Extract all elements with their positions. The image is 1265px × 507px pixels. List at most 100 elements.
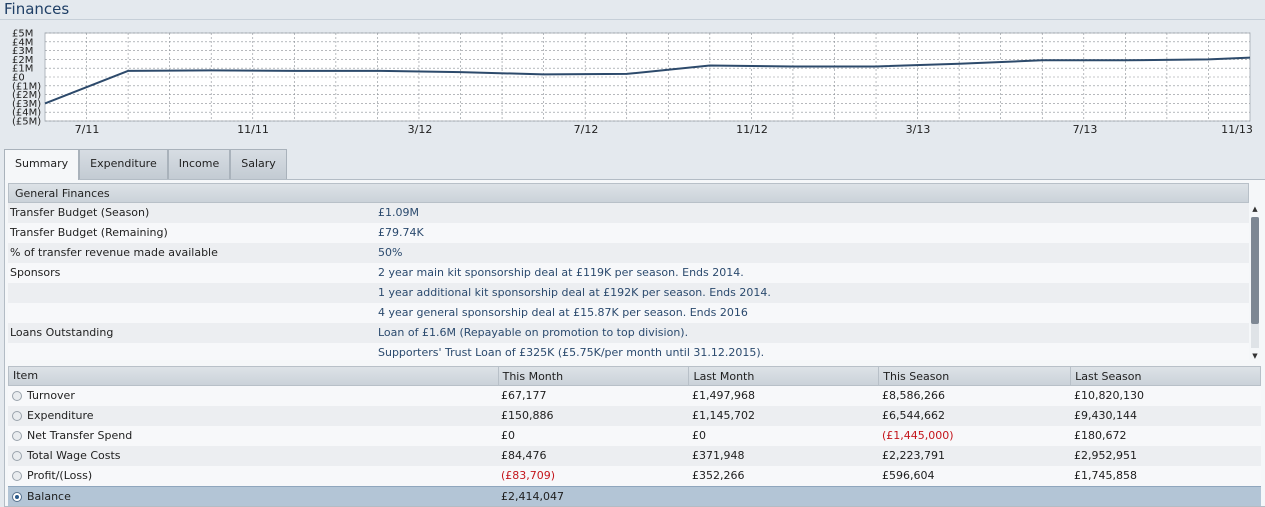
table-header: Item This Month Last Month This Season L… (8, 366, 1261, 386)
column-header-last-season[interactable]: Last Season (1070, 367, 1260, 385)
radio-icon[interactable] (12, 491, 22, 502)
y-tick-label: £3M (12, 46, 33, 57)
table-cell: £371,948 (692, 449, 745, 462)
general-finances-row: 1 year additional kit sponsorship deal a… (8, 283, 1249, 303)
item-label: Balance (27, 489, 71, 503)
table-cell-item: Net Transfer Spend (8, 426, 497, 446)
table-cell: £0 (692, 429, 706, 442)
general-finances-value: 2 year main kit sponsorship deal at £119… (378, 266, 744, 279)
x-tick-label: 11/11 (237, 123, 269, 136)
y-tick-label: £1M (12, 64, 33, 75)
table-cell-item: Turnover (8, 386, 497, 406)
general-finances-row: Sponsors 2 year main kit sponsorship deal… (8, 263, 1249, 283)
general-finances-label (8, 303, 378, 323)
table-cell: £150,886 (501, 409, 554, 422)
general-finances-value: Loan of £1.6M (Repayable on promotion to… (378, 326, 689, 339)
general-finances-section: General Finances Transfer Budget (Season… (8, 183, 1249, 360)
general-finances-label: Sponsors (10, 266, 61, 279)
table-cell: £180,672 (1074, 429, 1127, 442)
general-finances-label (8, 343, 378, 360)
general-finances-row: Transfer Budget (Season) £1.09M (8, 203, 1249, 223)
column-header-last-month[interactable]: Last Month (688, 367, 878, 385)
y-tick-label: (£2M) (12, 90, 41, 101)
table-cell: £1,497,968 (692, 389, 755, 402)
x-tick-label: 11/12 (736, 123, 768, 136)
summary-panel: General Finances Transfer Budget (Season… (4, 179, 1265, 507)
page-title: Finances (4, 0, 70, 18)
column-header-this-season[interactable]: This Season (878, 367, 1070, 385)
general-finances-value: £79.74K (378, 226, 424, 239)
general-finances-row: % of transfer revenue made available 50% (8, 243, 1249, 263)
general-finances-label (8, 283, 378, 303)
column-header-this-month[interactable]: This Month (497, 367, 689, 385)
general-finances-value: £1.09M (378, 206, 419, 219)
table-cell: (£83,709) (501, 469, 556, 482)
table-cell: £8,586,266 (882, 389, 945, 402)
x-tick-label: 3/13 (906, 123, 931, 136)
general-finances-row: Transfer Budget (Remaining) £79.74K (8, 223, 1249, 243)
table-cell: £67,177 (501, 389, 547, 402)
general-finances-heading: General Finances (8, 183, 1249, 203)
table-cell: (£1,445,000) (882, 429, 954, 442)
general-finances-value: 4 year general sponsorship deal at £15.8… (378, 306, 748, 319)
general-finances-scrollbar[interactable]: ▲ ▼ (1250, 205, 1260, 360)
finance-chart: £5M£4M£3M£2M£1M£0(£1M)(£2M)(£3M)(£4M)(£5… (12, 29, 1253, 137)
table-row[interactable]: Total Wage Costs £84,476 £371,948 £2,223,79… (8, 446, 1261, 466)
general-finances-value: 50% (378, 246, 403, 259)
x-tick-label: 7/13 (1073, 123, 1098, 136)
y-tick-label: (£4M) (12, 108, 41, 119)
table-cell: £6,544,662 (882, 409, 945, 422)
item-label: Turnover (27, 389, 75, 402)
y-tick-label: (£5M) (12, 117, 41, 128)
table-row[interactable]: Profit/(Loss) (£83,709) £352,266 £596,604 £1… (8, 466, 1261, 486)
x-tick-label: 7/11 (75, 123, 100, 136)
table-cell (1070, 487, 1260, 506)
table-row[interactable]: Net Transfer Spend £0 £0 (£1,445,000) £180,6… (8, 426, 1261, 446)
table-cell: £2,952,951 (1074, 449, 1137, 462)
title-divider (0, 19, 1265, 20)
table-cell-item: Total Wage Costs (8, 446, 497, 466)
item-label: Net Transfer Spend (27, 429, 133, 442)
table-cell: £2,414,047 (501, 490, 564, 503)
table-cell (688, 487, 878, 506)
general-finances-label: Transfer Budget (Remaining) (10, 226, 168, 239)
table-cell: £352,266 (692, 469, 745, 482)
general-finances-label: Loans Outstanding (10, 326, 114, 339)
table-cell-item: Profit/(Loss) (8, 466, 497, 486)
x-tick-label: 11/13 (1221, 123, 1253, 136)
y-tick-label: £0 (12, 73, 25, 84)
table-cell: £1,745,858 (1074, 469, 1137, 482)
scroll-up-icon[interactable]: ▲ (1252, 205, 1258, 213)
radio-icon[interactable] (12, 451, 22, 461)
column-header-item[interactable]: Item (13, 369, 39, 382)
x-tick-label: 3/12 (408, 123, 433, 136)
table-row[interactable]: Balance £2,414,047 (8, 486, 1261, 506)
table-row[interactable]: Expenditure £150,886 £1,145,702 £6,544,662 £… (8, 406, 1261, 426)
radio-icon[interactable] (12, 411, 22, 421)
table-cell: £1,145,702 (692, 409, 755, 422)
x-tick-label: 7/12 (574, 123, 599, 136)
tab-income[interactable]: Income (167, 149, 231, 179)
tab-summary[interactable]: Summary (4, 149, 80, 180)
scroll-down-icon[interactable]: ▼ (1252, 352, 1258, 360)
item-label: Profit/(Loss) (27, 469, 93, 482)
y-tick-label: (£3M) (12, 99, 41, 110)
item-label: Expenditure (27, 409, 94, 422)
item-label: Total Wage Costs (27, 449, 121, 462)
table-cell: £0 (501, 429, 515, 442)
finance-table: Item This Month Last Month This Season L… (8, 366, 1261, 506)
table-cell: £596,604 (882, 469, 935, 482)
tab-expenditure[interactable]: Expenditure (79, 149, 168, 179)
table-cell: £9,430,144 (1074, 409, 1137, 422)
general-finances-row: Loans Outstanding Loan of £1.6M (Repayabl… (8, 323, 1249, 343)
radio-icon[interactable] (12, 431, 22, 441)
table-row[interactable]: Turnover £67,177 £1,497,968 £8,586,266 £10,8… (8, 386, 1261, 406)
tab-salary[interactable]: Salary (230, 149, 287, 179)
radio-icon[interactable] (12, 471, 22, 481)
tab-bar: Summary Expenditure Income Salary (4, 149, 287, 180)
y-tick-label: £5M (12, 29, 33, 40)
table-cell-item: Balance (8, 487, 497, 506)
table-cell (878, 487, 1070, 506)
radio-icon[interactable] (12, 391, 22, 401)
scroll-thumb[interactable] (1251, 217, 1259, 324)
